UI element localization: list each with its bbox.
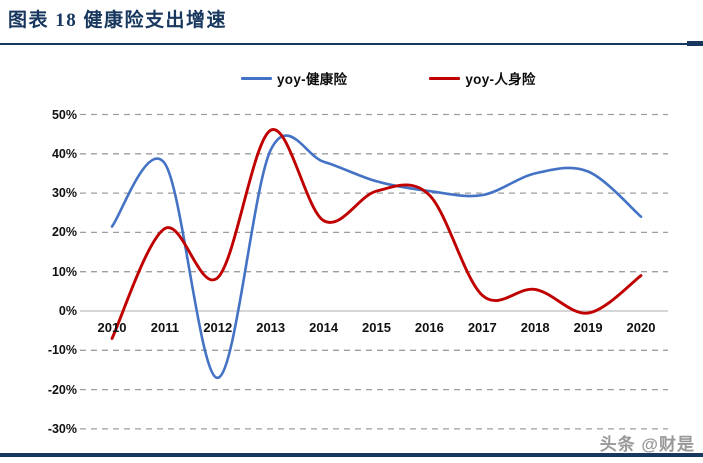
y-tick-label: 10% (51, 264, 77, 279)
y-tick-label: -10% (47, 343, 77, 358)
x-tick-label: 2018 (520, 320, 550, 335)
x-tick-label: 2019 (573, 320, 603, 335)
legend-item-health: yoy-健康险 (241, 68, 347, 88)
watermark-text: 头条 @财是 (599, 435, 695, 454)
legend-label-life: yoy-人身险 (465, 72, 536, 87)
legend-item-life: yoy-人身险 (429, 68, 535, 88)
x-tick-label: 2020 (626, 320, 656, 335)
y-tick-label: -30% (47, 421, 77, 436)
x-tick-label: 2014 (309, 320, 339, 335)
series-line-life (110, 128, 643, 340)
x-tick-label: 2012 (203, 320, 233, 335)
x-tick-label: 2015 (362, 320, 391, 335)
series-line-health (110, 134, 643, 380)
chart-legend: yoy-健康险 yoy-人身险 (241, 68, 536, 88)
y-tick-label: 50% (51, 107, 77, 122)
blue-line-swatch (241, 76, 272, 80)
page-title: 图表 18 健康险支出增速 (8, 10, 228, 31)
x-tick-label: 2017 (467, 320, 497, 335)
title-divider (0, 43, 703, 45)
y-tick-label: -20% (47, 382, 77, 397)
x-tick-label: 2016 (414, 320, 444, 335)
y-tick-label: 40% (51, 146, 77, 161)
page-bottom-rule (0, 453, 703, 457)
x-tick-label: 2010 (97, 320, 127, 335)
red-line-swatch (429, 76, 461, 80)
title-divider-end (687, 41, 703, 46)
y-tick-label: 20% (51, 225, 77, 240)
x-tick-label: 2013 (256, 320, 286, 335)
y-tick-label: 0% (58, 304, 77, 318)
legend-label-health: yoy-健康险 (277, 72, 348, 87)
y-tick-label: 30% (51, 186, 77, 201)
x-tick-label: 2011 (150, 320, 179, 335)
